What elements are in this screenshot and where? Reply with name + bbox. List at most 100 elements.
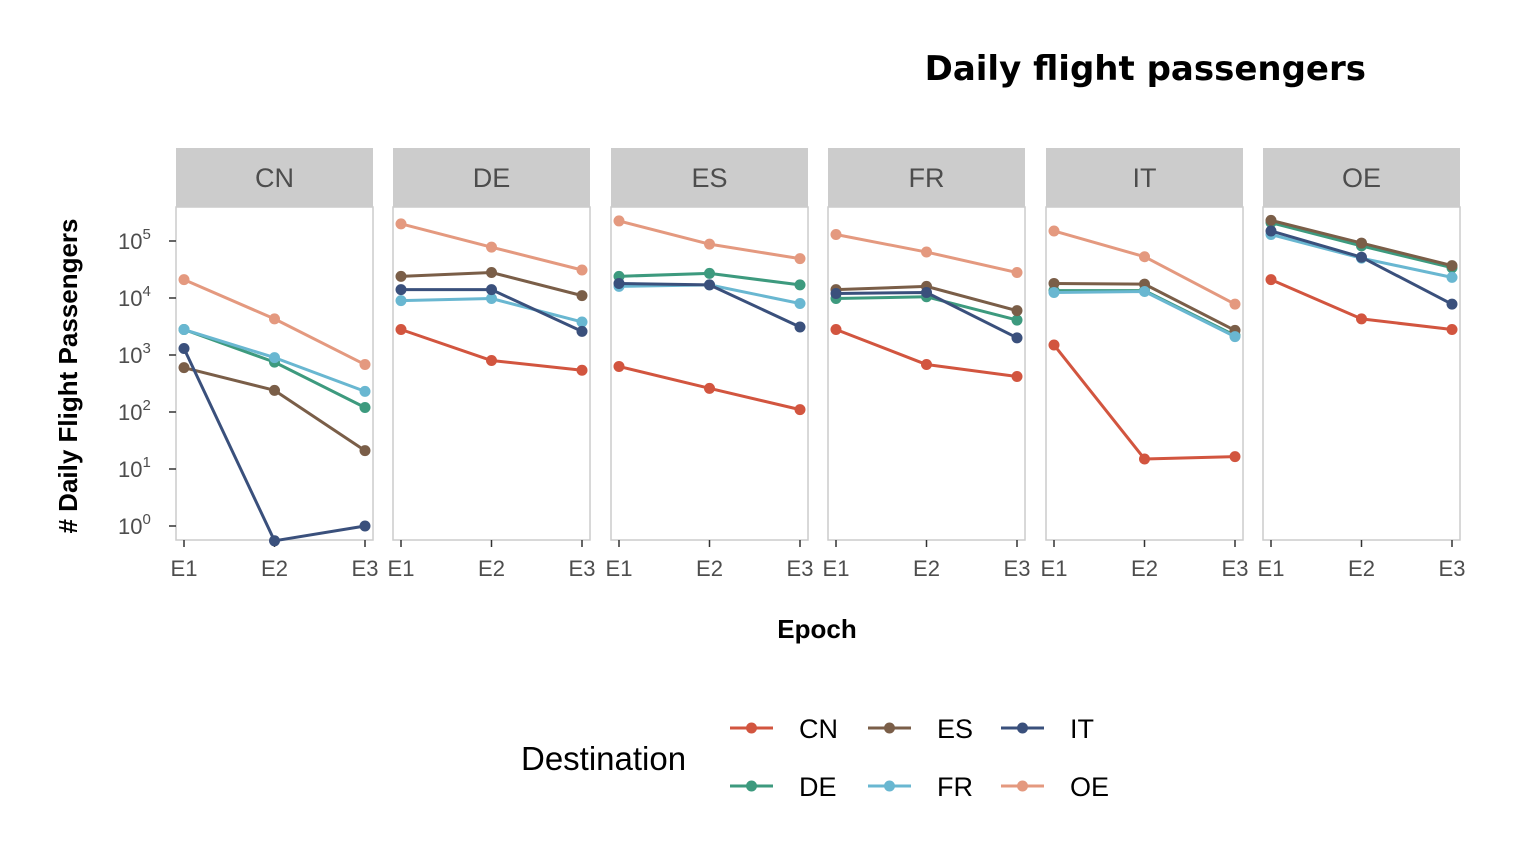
x-tick-label: E1 [606,556,633,581]
y-tick-label: 104 [118,283,151,311]
y-tick-label: 105 [118,226,151,254]
data-point-cn [1356,313,1367,325]
data-point-fr [395,295,407,307]
data-point-oe [613,215,625,227]
y-tick-label: 102 [118,397,151,425]
data-point-it [1011,332,1023,344]
data-point-es [395,270,407,282]
facet-panel-es: ES E1 E2 E3 [606,148,814,581]
data-point-es [1265,214,1277,226]
facet-strip [1046,148,1243,207]
x-tick-label: E3 [352,556,379,581]
legend-key-point [1017,780,1028,792]
data-point-cn [1048,339,1060,351]
data-point-de [359,401,371,413]
legend-item-it: IT [1001,714,1094,744]
facet-panel-cn: CN E1 E2 E3 [171,148,379,581]
data-point-it [395,284,407,296]
x-tick-label: E3 [787,556,814,581]
x-tick-label: E3 [569,556,596,581]
data-point-fr [1048,286,1060,298]
data-point-es [486,267,497,279]
data-point-es [359,445,371,457]
data-point-cn [1011,370,1023,382]
legend-item-fr: FR [868,772,973,802]
x-tick-label: E1 [171,556,198,581]
data-point-it [269,535,280,547]
data-point-es [576,290,588,302]
legend: Destination CN DE ES FR IT OE [521,714,1109,802]
facet-panel-de: DE E1 E2 E3 [388,148,596,581]
data-point-oe [1048,225,1060,237]
facet-strip-label: CN [255,163,294,193]
data-point-fr [486,293,497,305]
y-axis: 100 101 102 103 104 105 [118,226,176,539]
data-point-cn [1139,453,1150,465]
data-point-it [921,286,932,298]
facet-strip [611,148,808,207]
data-point-fr [1229,331,1241,343]
x-tick-label: E1 [1041,556,1068,581]
data-point-de [704,267,715,279]
x-tick-label: E2 [913,556,940,581]
legend-key-point [746,722,757,734]
x-tick-label: E1 [388,556,415,581]
legend-label: FR [937,772,973,802]
x-tick-label: E2 [1131,556,1158,581]
data-point-it [613,277,625,289]
data-point-cn [486,355,497,367]
data-point-it [178,343,190,355]
y-axis-title: # Daily Flight Passengers [53,218,83,533]
facet-panel-fr: FR E1 E2 E3 [823,148,1031,581]
data-point-oe [486,241,497,253]
panel-border [392,206,591,541]
facet-panels: CN E1 E2 E3 DE E1 E2 E3 ES E1 E2 E3 FR E1 E2 E3 IT E1 E2 E3… [171,148,1466,581]
data-point-fr [269,352,280,364]
legend-key-point [884,780,895,792]
data-point-oe [1011,267,1023,279]
legend-label: ES [937,714,973,744]
legend-item-de: DE [730,772,837,802]
data-point-oe [704,238,715,250]
x-tick-label: E3 [1439,556,1466,581]
x-tick-label: E2 [696,556,723,581]
data-point-it [1265,225,1277,237]
legend-label: CN [799,714,838,744]
x-tick-label: E1 [1258,556,1285,581]
facet-strip-label: OE [1342,163,1381,193]
data-point-it [830,287,842,299]
y-tick-label: 103 [118,340,151,368]
series-line-it [182,347,366,543]
legend-key-point [746,780,757,792]
data-point-fr [794,298,806,310]
data-point-de [1011,314,1023,326]
chart-title: Daily flight passengers [925,49,1366,89]
legend-label: OE [1070,772,1109,802]
data-point-oe [794,253,806,265]
legend-label: DE [799,772,837,802]
data-point-cn [794,404,806,416]
data-point-oe [1139,251,1150,263]
data-point-it [704,279,715,291]
x-tick-label: E3 [1004,556,1031,581]
facet-strip-label: IT [1133,163,1157,193]
data-point-oe [576,264,588,276]
data-point-cn [830,324,842,336]
data-point-cn [395,324,407,336]
data-point-oe [178,274,190,286]
data-point-it [794,321,806,333]
data-point-oe [830,229,842,241]
legend-item-es: ES [868,714,973,744]
data-point-es [178,362,190,374]
data-point-it [1446,298,1458,310]
data-point-fr [1139,286,1150,298]
panel-border [610,206,809,541]
data-point-oe [1229,298,1241,310]
facet-strip [1263,148,1460,207]
data-point-fr [178,324,190,336]
facet-panel-oe: OE E1 E2 E3 [1258,148,1466,581]
data-point-es [1048,277,1060,289]
x-axis-title: Epoch [777,614,856,644]
series-line-fr [1053,290,1236,338]
data-point-es [269,384,280,396]
